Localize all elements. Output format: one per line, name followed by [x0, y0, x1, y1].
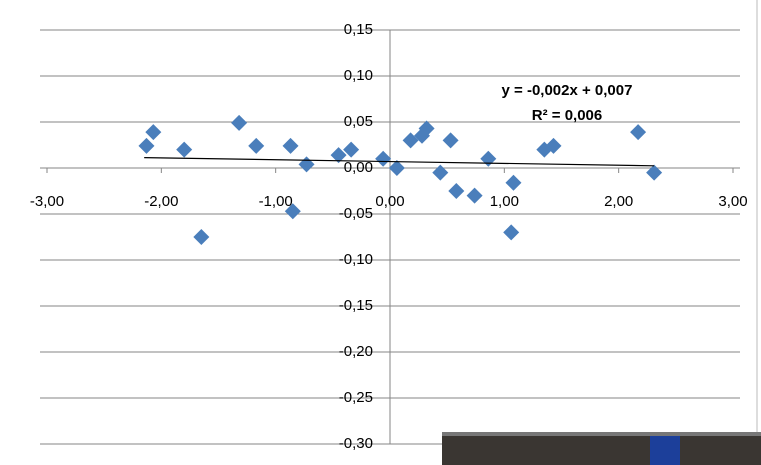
x-tick-label: 3,00 — [718, 193, 747, 210]
y-tick-label: -0,15 — [339, 297, 373, 314]
y-tick-label: 0,00 — [344, 159, 373, 176]
x-tick-label: -1,00 — [259, 193, 293, 210]
chart: 0,150,100,050,00-0,05-0,10-0,15-0,20-0,2… — [0, 0, 761, 465]
y-tick-label: -0,25 — [339, 389, 373, 406]
y-tick-label: 0,10 — [344, 67, 373, 84]
y-tick-label: -0,20 — [339, 343, 373, 360]
x-tick-label: 1,00 — [490, 193, 519, 210]
y-tick-label: -0,05 — [339, 205, 373, 222]
background — [0, 0, 761, 465]
y-tick-label: -0,30 — [339, 435, 373, 452]
x-tick-label: 2,00 — [604, 193, 633, 210]
x-tick-label: -3,00 — [30, 193, 64, 210]
y-tick-label: 0,15 — [344, 21, 373, 38]
photo-fragment-detail — [650, 432, 680, 465]
x-tick-label: 0,00 — [375, 193, 404, 210]
photo-fragment — [442, 432, 761, 465]
x-tick-label: -2,00 — [144, 193, 178, 210]
trendline-equation: y = -0,002x + 0,007 — [502, 82, 633, 99]
y-tick-label: -0,10 — [339, 251, 373, 268]
y-tick-label: 0,05 — [344, 113, 373, 130]
photo-fragment-edge — [442, 432, 761, 436]
trendline-r2: R² = 0,006 — [532, 107, 602, 124]
